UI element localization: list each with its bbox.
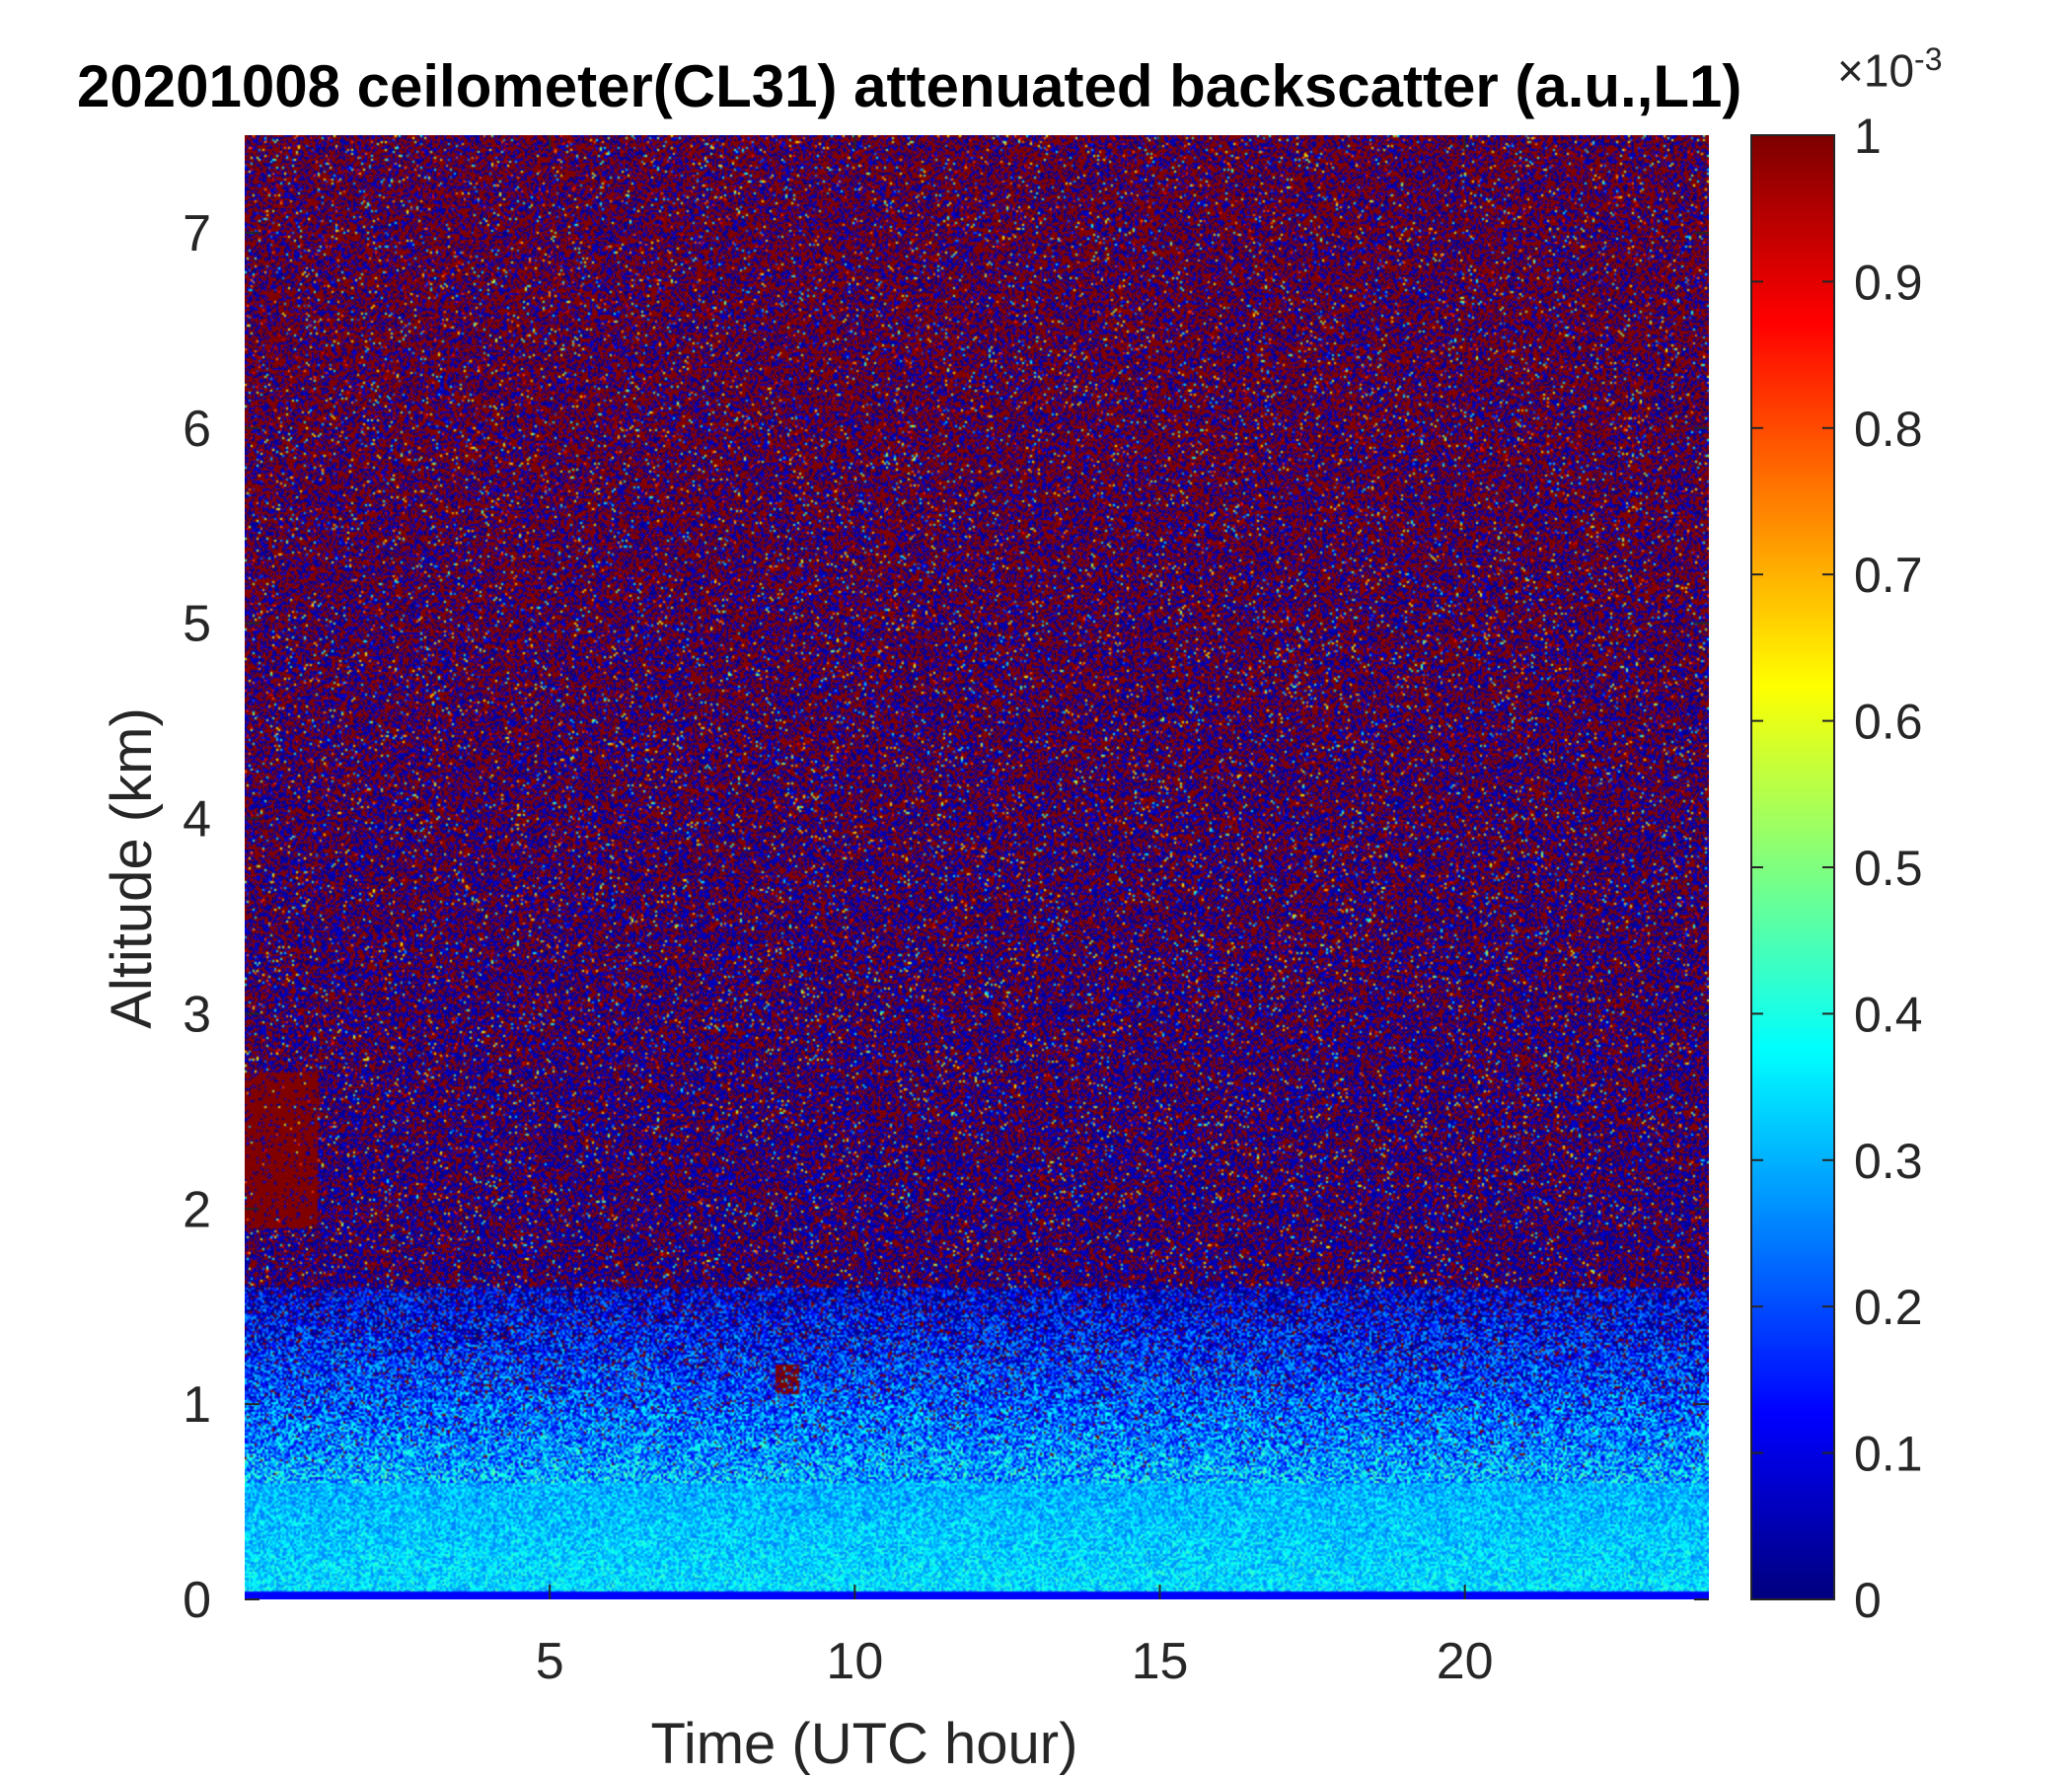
colorbar-tick-label: 0.2 [1854, 1280, 1923, 1335]
x-axis-label-text: Time (UTC hour) [650, 1712, 1078, 1776]
x-tick-label: 15 [1132, 1633, 1189, 1690]
colorbar-tick-label: 0.9 [1854, 255, 1923, 310]
y-tick-label: 1 [183, 1376, 211, 1434]
y-tick-label: 2 [183, 1181, 211, 1238]
colorbar-exponent-base: ×10 [1837, 44, 1915, 97]
y-tick-label: 7 [183, 205, 211, 262]
colorbar-tick-label: 0.4 [1854, 987, 1923, 1042]
chart-title: 20201008 ceilometer(CL31) attenuated bac… [77, 53, 1742, 119]
colorbar-tick-label: 0 [1854, 1573, 1882, 1628]
colorbar-tick-label: 0.6 [1854, 695, 1923, 750]
y-tick-label: 3 [183, 986, 211, 1043]
heatmap-area [245, 135, 1709, 1599]
y-tick-label: 5 [183, 596, 211, 653]
colorbar-tick-label: 1 [1854, 109, 1882, 164]
x-tick-label: 20 [1437, 1633, 1494, 1690]
colorbar-tick-label: 0.7 [1854, 548, 1923, 603]
colorbar-exponent: ×10-3 [1837, 41, 1942, 97]
y-tick-label: 6 [183, 401, 211, 458]
colorbar-tick-label: 0.1 [1854, 1427, 1923, 1482]
colorbar-gradient [1751, 135, 1834, 1599]
colorbar-tick-label: 0.3 [1854, 1134, 1923, 1189]
colorbar-tick-label: 0.5 [1854, 841, 1923, 896]
y-tick-label: 4 [183, 791, 211, 849]
colorbar-tick-label: 0.8 [1854, 402, 1923, 457]
colorbar-exponent-power: -3 [1914, 41, 1943, 77]
y-tick-label: 0 [183, 1572, 211, 1629]
colorbar: 0 0.1 0.2 0.3 0.4 0.5 0.6 0.7 0.8 0.9 1 [1750, 109, 1923, 1628]
backscatter-heatmap [245, 135, 1709, 1599]
x-tick-label: 5 [536, 1633, 564, 1690]
x-axis: 5 10 15 20 [536, 135, 1494, 1690]
y-axis: 0 1 2 3 4 5 6 7 [183, 205, 1709, 1629]
x-axis-label: Time (UTC hour) [0, 1711, 2072, 1777]
x-tick-label: 10 [826, 1633, 883, 1690]
y-axis-label: Altitude (km) [100, 707, 164, 1029]
